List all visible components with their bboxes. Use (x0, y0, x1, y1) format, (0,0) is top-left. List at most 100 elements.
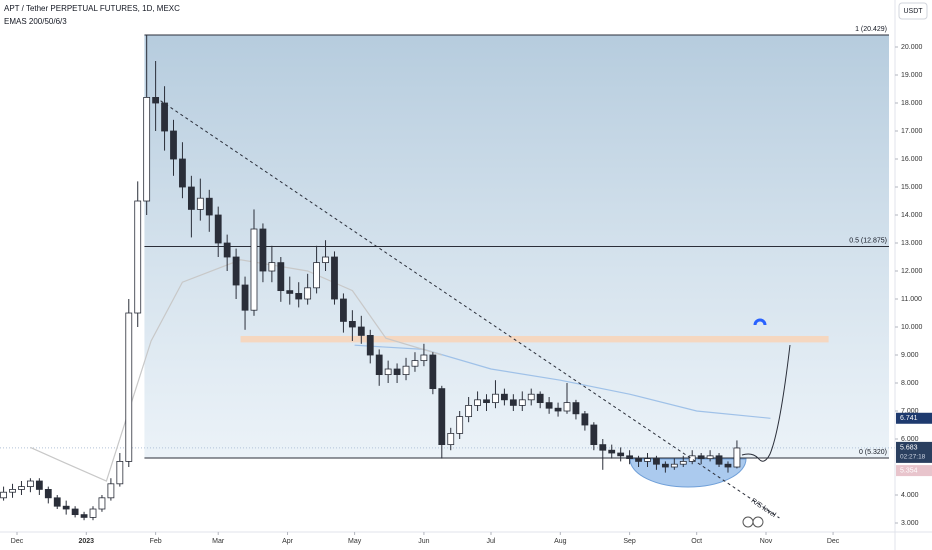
last-price: 5.683 (900, 445, 918, 452)
candle-body (608, 449, 616, 454)
candle-body (384, 368, 392, 376)
low-label-box (896, 465, 932, 477)
zone (240, 335, 829, 343)
axes: 3.000 4.000 6.000 7.000 8.000 9.000 10.000 11.0… (11, 44, 932, 545)
x-tick-label: Aug (554, 538, 567, 545)
y-tick-label: 20.000 (901, 44, 923, 51)
candle-body (304, 287, 312, 300)
candle-body (626, 455, 634, 460)
candle-body (340, 298, 347, 322)
countdown: 02:27:18 (900, 454, 926, 461)
x-tick-label: Dec (827, 538, 840, 545)
candle-body (653, 458, 660, 465)
emoji-icon (742, 516, 764, 528)
fib-label: 1 (20.429) (855, 26, 887, 33)
candle-body (661, 463, 669, 468)
candle-body (18, 486, 25, 490)
candle-body (670, 463, 678, 468)
x-tick-label: Dec (11, 538, 24, 545)
candle-body (527, 393, 535, 401)
last-price-box (896, 441, 932, 463)
candle-body (644, 458, 651, 462)
candle-body (214, 214, 222, 244)
candle-body (456, 416, 464, 434)
candle-body (205, 197, 213, 216)
candle-body (89, 508, 97, 518)
chart-title: APT / Tether PERPETUAL FUTURES, 1D, MEXC (4, 4, 180, 13)
y-tick-label: 12.000 (901, 268, 923, 275)
candle-body (348, 321, 356, 328)
candle-body (357, 326, 365, 336)
ema-price-label-box (896, 412, 932, 424)
candle-body (250, 228, 258, 311)
candle-body (411, 360, 419, 367)
candle-body (483, 399, 490, 404)
x-tick-label: May (348, 538, 362, 545)
currency-box[interactable] (898, 2, 928, 20)
candle-body (563, 402, 571, 412)
candle-body (447, 433, 455, 446)
candle-body (492, 393, 499, 404)
x-tick-label: Jun (418, 538, 429, 545)
candle-body (9, 489, 16, 493)
magnet-icon (753, 318, 767, 326)
fib-label: 0.5 (12.875) (849, 237, 887, 244)
candle-body (116, 461, 124, 485)
candle-body (71, 508, 79, 516)
y-tick-label: 6.000 (901, 436, 919, 443)
currency[interactable]: USDT (903, 8, 923, 15)
candle-body (98, 497, 106, 510)
candle-body (295, 293, 303, 300)
candle-body (733, 447, 741, 468)
candle-body (27, 480, 34, 488)
candle-body (509, 399, 517, 406)
candle-body (554, 407, 562, 412)
x-tick-label: Sep (623, 538, 636, 545)
projection-curve (741, 344, 791, 462)
candle-body (706, 455, 714, 460)
background-layer: 1 (20.429) 0.5 (12.875) 0 (5.320) (0, 26, 895, 488)
candle-body (402, 365, 410, 376)
bowl (629, 458, 747, 488)
y-tick-label: 11.000 (901, 296, 922, 303)
candle-body (572, 402, 580, 415)
y-tick-label: 13.000 (901, 240, 923, 247)
y-tick-label: 4.000 (901, 492, 919, 499)
candle-body (501, 393, 508, 401)
y-tick-label: 10.000 (901, 324, 923, 331)
y-tick-label: 3.000 (901, 520, 919, 527)
candle-body (545, 402, 553, 409)
x-tick-label: Oct (691, 538, 702, 545)
candle-body (715, 455, 723, 465)
candle-body (0, 491, 7, 499)
candle-body (465, 405, 473, 418)
trendline (155, 96, 780, 519)
y-tick-label: 9.000 (901, 352, 919, 359)
candle-body (268, 262, 276, 272)
marks-layer: R/S level (0, 34, 780, 521)
candle-body (35, 480, 43, 490)
candle-body (277, 262, 285, 292)
ema-line (30, 259, 442, 482)
y-tick-label: 15.000 (901, 184, 923, 191)
candle-body (581, 413, 589, 426)
candle-body (232, 256, 240, 286)
x-tick-label: Apr (282, 538, 294, 545)
candle-body (196, 197, 204, 210)
ema-price-label: 6.741 (900, 415, 918, 422)
candle-body (107, 483, 115, 499)
candle-body (241, 284, 249, 311)
candle-body (331, 256, 338, 300)
candle-body (375, 354, 383, 376)
y-tick-label: 18.000 (901, 100, 923, 107)
x-tick-label: Feb (150, 538, 162, 545)
candle-body (590, 424, 598, 446)
candle-body (223, 242, 231, 258)
candle-body (53, 497, 61, 507)
candle-body (474, 399, 481, 406)
y-tick-label: 14.000 (901, 212, 923, 219)
candle-body (599, 444, 607, 451)
candle-body (393, 368, 401, 376)
candle-body (134, 200, 142, 314)
candle-body (179, 158, 186, 188)
